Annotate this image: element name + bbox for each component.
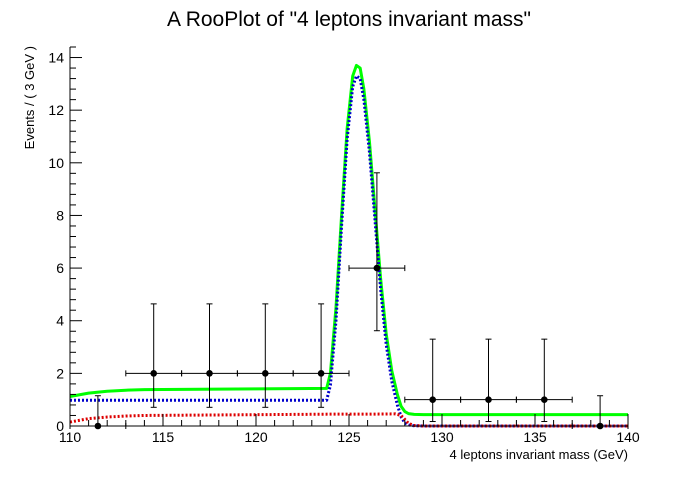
y-tick-label: 6 <box>56 260 64 276</box>
x-tick-label: 110 <box>59 429 82 445</box>
x-tick-label: 120 <box>244 429 268 445</box>
data-marker <box>206 370 213 377</box>
y-tick-label: 12 <box>48 102 64 118</box>
data-point-1 <box>125 303 183 408</box>
y-tick-label: 10 <box>48 155 64 171</box>
curve-0 <box>69 63 628 417</box>
y-tick-label: 2 <box>56 365 64 381</box>
axes: 110 115 120 125 130 135 140 0 2 4 6 8 10 12 14 <box>48 46 640 445</box>
curve-1 <box>70 74 628 428</box>
data-point-5 <box>348 172 406 332</box>
data-marker <box>317 370 325 377</box>
data-point-7 <box>460 338 517 423</box>
x-tick-label: 125 <box>337 429 361 445</box>
data-marker <box>150 370 157 377</box>
x-tick-label: 115 <box>152 429 175 445</box>
data-points <box>69 172 629 430</box>
x-tick-label: 135 <box>523 429 547 445</box>
data-marker <box>429 396 437 403</box>
x-tick-label: 140 <box>616 429 640 445</box>
y-tick-label: 0 <box>56 418 64 434</box>
data-marker <box>262 370 269 377</box>
data-marker <box>485 396 492 403</box>
data-point-6 <box>404 338 462 423</box>
y-tick-label: 14 <box>48 50 64 66</box>
data-marker <box>541 396 548 403</box>
x-axis-label: 4 leptons invariant mass (GeV) <box>450 447 628 462</box>
y-tick-label: 8 <box>56 207 64 223</box>
data-point-4 <box>292 303 350 408</box>
data-point-3 <box>236 303 294 408</box>
data-marker <box>373 264 381 272</box>
data-point-8 <box>515 338 573 423</box>
y-tick-label: 4 <box>56 313 64 329</box>
data-point-9 <box>571 395 629 430</box>
x-tick-label: 130 <box>430 429 454 445</box>
y-axis-label: Events / ( 3 GeV ) <box>22 46 37 149</box>
data-point-2 <box>181 303 238 408</box>
chart-title: A RooPlot of "4 leptons invariant mass" <box>167 8 531 31</box>
